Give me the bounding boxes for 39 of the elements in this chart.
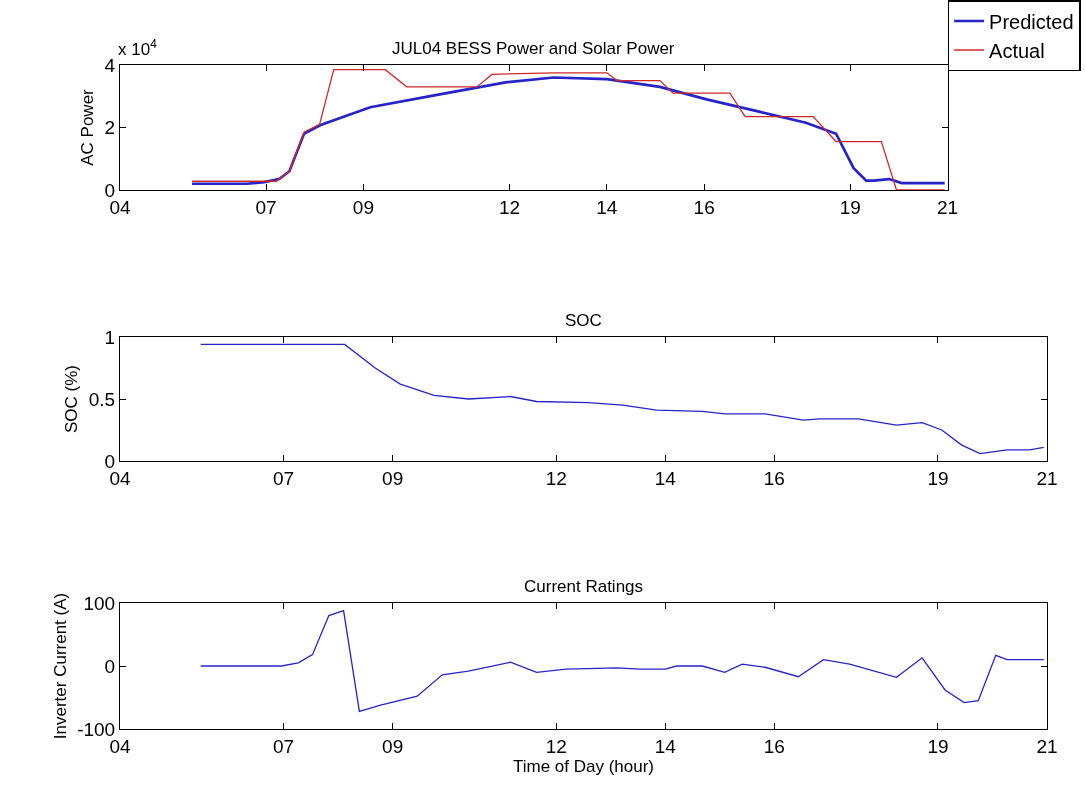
- x-tick-label: 12: [545, 467, 567, 489]
- y-axis-title: SOC (%): [62, 365, 82, 433]
- y-tick-label: 0.5: [88, 388, 116, 410]
- x-tick-label: 16: [693, 196, 715, 218]
- y-tick-label: 4: [104, 54, 116, 76]
- x-tick-label: 07: [273, 735, 295, 757]
- x-tick-label: 09: [382, 735, 404, 757]
- y-tick-label: 2: [104, 117, 116, 139]
- chart-title: Current Ratings: [524, 577, 644, 596]
- x-tick-label: 19: [927, 735, 949, 757]
- x-axis-title: Time of Day (hour): [512, 757, 655, 777]
- x-tick-label: 07: [255, 196, 277, 218]
- y-tick-label: 100: [83, 592, 116, 614]
- x-tick-label: 09: [382, 467, 404, 489]
- legend-label: Predicted: [989, 10, 1074, 33]
- x-tick-label: 21: [1036, 735, 1058, 757]
- x-tick-label: 19: [839, 196, 861, 218]
- y-axis-title: AC Power: [78, 88, 98, 166]
- x-tick-label: 16: [763, 735, 785, 757]
- line-series: [200, 609, 1045, 713]
- legend-label: Actual: [989, 39, 1045, 62]
- y-axis-title: Inverter Current (A): [50, 592, 70, 740]
- x-tick-label: 07: [273, 467, 295, 489]
- y-tick-label: 0: [104, 655, 116, 677]
- x-tick-label: 14: [654, 467, 677, 489]
- chart-title: SOC: [565, 311, 602, 330]
- x-tick-label: 12: [545, 735, 567, 757]
- x-tick-label: 12: [498, 196, 521, 218]
- line-series: [200, 343, 1045, 455]
- x-tick-label: 14: [654, 735, 677, 757]
- y-tick-label: 1: [104, 326, 116, 348]
- x-tick-label: 21: [937, 196, 959, 218]
- x-tick-label: 14: [596, 196, 618, 218]
- x-tick-label: 21: [1036, 467, 1058, 489]
- x-tick-label: 09: [352, 196, 374, 218]
- x-tick-label: 19: [927, 467, 949, 489]
- chart-title: JUL04 BESS Power and Solar Power: [392, 39, 675, 58]
- text: x 10$^{4}$: [118, 37, 158, 60]
- x-tick-label: 16: [763, 467, 785, 489]
